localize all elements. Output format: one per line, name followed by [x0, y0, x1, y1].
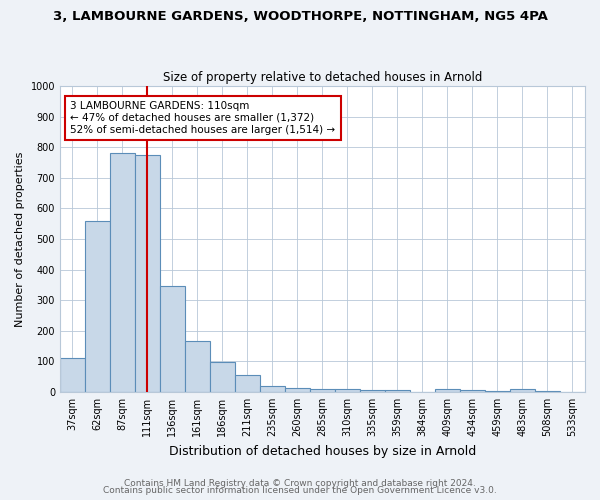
- Bar: [110, 154, 135, 392]
- X-axis label: Distribution of detached houses by size in Arnold: Distribution of detached houses by size …: [169, 444, 476, 458]
- Bar: [85, 220, 110, 392]
- Text: 3, LAMBOURNE GARDENS, WOODTHORPE, NOTTINGHAM, NG5 4PA: 3, LAMBOURNE GARDENS, WOODTHORPE, NOTTIN…: [53, 10, 547, 23]
- Bar: [210, 362, 235, 392]
- Bar: [285, 388, 310, 392]
- Text: Contains public sector information licensed under the Open Government Licence v3: Contains public sector information licen…: [103, 486, 497, 495]
- Bar: [510, 389, 535, 392]
- Bar: [310, 389, 335, 392]
- Bar: [135, 155, 160, 392]
- Bar: [335, 390, 360, 392]
- Text: Contains HM Land Registry data © Crown copyright and database right 2024.: Contains HM Land Registry data © Crown c…: [124, 478, 476, 488]
- Bar: [360, 390, 385, 392]
- Bar: [535, 391, 560, 392]
- Bar: [260, 386, 285, 392]
- Text: 3 LAMBOURNE GARDENS: 110sqm
← 47% of detached houses are smaller (1,372)
52% of : 3 LAMBOURNE GARDENS: 110sqm ← 47% of det…: [70, 102, 335, 134]
- Bar: [185, 342, 210, 392]
- Y-axis label: Number of detached properties: Number of detached properties: [15, 152, 25, 326]
- Bar: [485, 391, 510, 392]
- Title: Size of property relative to detached houses in Arnold: Size of property relative to detached ho…: [163, 70, 482, 84]
- Bar: [460, 390, 485, 392]
- Bar: [160, 286, 185, 392]
- Bar: [235, 375, 260, 392]
- Bar: [60, 358, 85, 392]
- Bar: [385, 390, 410, 392]
- Bar: [435, 390, 460, 392]
